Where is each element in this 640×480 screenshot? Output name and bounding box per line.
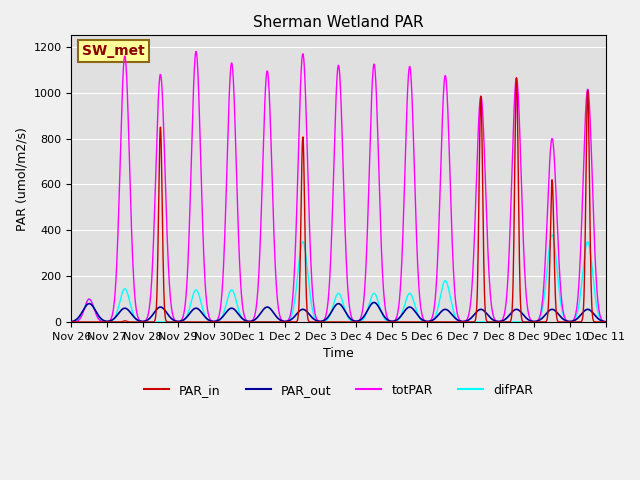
Text: SW_met: SW_met bbox=[82, 44, 145, 58]
totPAR bbox=[173, 319, 181, 324]
difPAR bbox=[548, 232, 556, 238]
PAR_out bbox=[539, 315, 547, 321]
difPAR bbox=[186, 303, 194, 309]
PAR_in bbox=[186, 319, 194, 325]
PAR_in bbox=[68, 319, 76, 325]
PAR_out bbox=[370, 300, 378, 305]
Line: PAR_in: PAR_in bbox=[72, 78, 605, 322]
Title: Sherman Wetland PAR: Sherman Wetland PAR bbox=[253, 15, 424, 30]
totPAR bbox=[422, 318, 429, 324]
PAR_in bbox=[246, 319, 254, 325]
PAR_out bbox=[492, 318, 499, 324]
totPAR bbox=[602, 319, 609, 324]
difPAR bbox=[495, 319, 502, 325]
difPAR bbox=[491, 319, 499, 325]
PAR_in bbox=[539, 319, 547, 325]
PAR_out bbox=[173, 318, 181, 324]
Line: PAR_out: PAR_out bbox=[72, 302, 605, 322]
difPAR bbox=[421, 319, 429, 324]
Line: totPAR: totPAR bbox=[72, 51, 605, 322]
totPAR bbox=[246, 319, 254, 324]
PAR_out bbox=[68, 319, 76, 324]
X-axis label: Time: Time bbox=[323, 347, 354, 360]
PAR_in bbox=[492, 319, 499, 325]
totPAR bbox=[186, 197, 194, 203]
PAR_out bbox=[422, 318, 429, 324]
totPAR bbox=[492, 317, 499, 323]
PAR_out bbox=[186, 310, 194, 316]
totPAR bbox=[68, 319, 76, 325]
PAR_out bbox=[602, 319, 609, 324]
PAR_in bbox=[226, 319, 234, 325]
difPAR bbox=[246, 319, 254, 325]
Legend: PAR_in, PAR_out, totPAR, difPAR: PAR_in, PAR_out, totPAR, difPAR bbox=[139, 379, 538, 402]
totPAR bbox=[192, 48, 200, 54]
difPAR bbox=[602, 319, 609, 324]
PAR_in bbox=[602, 319, 609, 325]
difPAR bbox=[539, 306, 547, 312]
Line: difPAR: difPAR bbox=[72, 235, 605, 322]
Y-axis label: PAR (umol/m2/s): PAR (umol/m2/s) bbox=[15, 127, 28, 230]
PAR_in bbox=[173, 319, 181, 325]
difPAR bbox=[68, 319, 76, 325]
PAR_in bbox=[422, 319, 429, 325]
difPAR bbox=[173, 319, 181, 325]
PAR_in bbox=[513, 75, 520, 81]
totPAR bbox=[539, 299, 547, 304]
PAR_out bbox=[246, 318, 254, 324]
